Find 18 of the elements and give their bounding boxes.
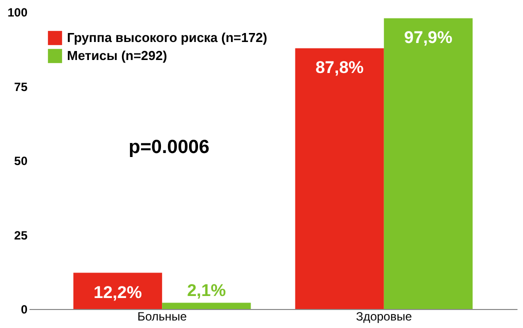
legend-label: Группа высокого риска (n=172): [67, 30, 268, 45]
data-label: 87,8%: [315, 58, 364, 78]
data-label: 12,2%: [94, 282, 142, 302]
y-tick-label: 0: [20, 302, 28, 316]
y-tick-label: 25: [14, 228, 28, 242]
y-tick-label: 100: [7, 6, 28, 20]
data-label: 97,9%: [404, 28, 452, 48]
y-tick-label: 50: [14, 154, 28, 168]
bar: [384, 18, 473, 309]
bar: [73, 272, 162, 309]
bar: [295, 48, 384, 309]
bar: [162, 302, 251, 309]
y-tick-label: 75: [14, 80, 28, 94]
annotation: p=0.0006: [128, 137, 210, 158]
x-tick-label: Здоровые: [356, 310, 412, 324]
x-tick-label: Больные: [137, 310, 188, 324]
data-label: 2,1%: [187, 280, 226, 300]
legend-label: Метисы (n=292): [67, 48, 168, 63]
